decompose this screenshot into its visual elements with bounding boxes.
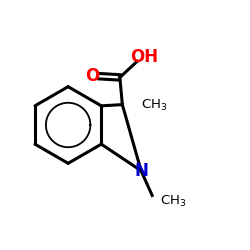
Text: O: O [86,67,100,85]
Text: CH$_3$: CH$_3$ [141,98,167,114]
Text: OH: OH [130,48,158,66]
Text: N: N [134,162,148,180]
Text: CH$_3$: CH$_3$ [160,194,186,209]
